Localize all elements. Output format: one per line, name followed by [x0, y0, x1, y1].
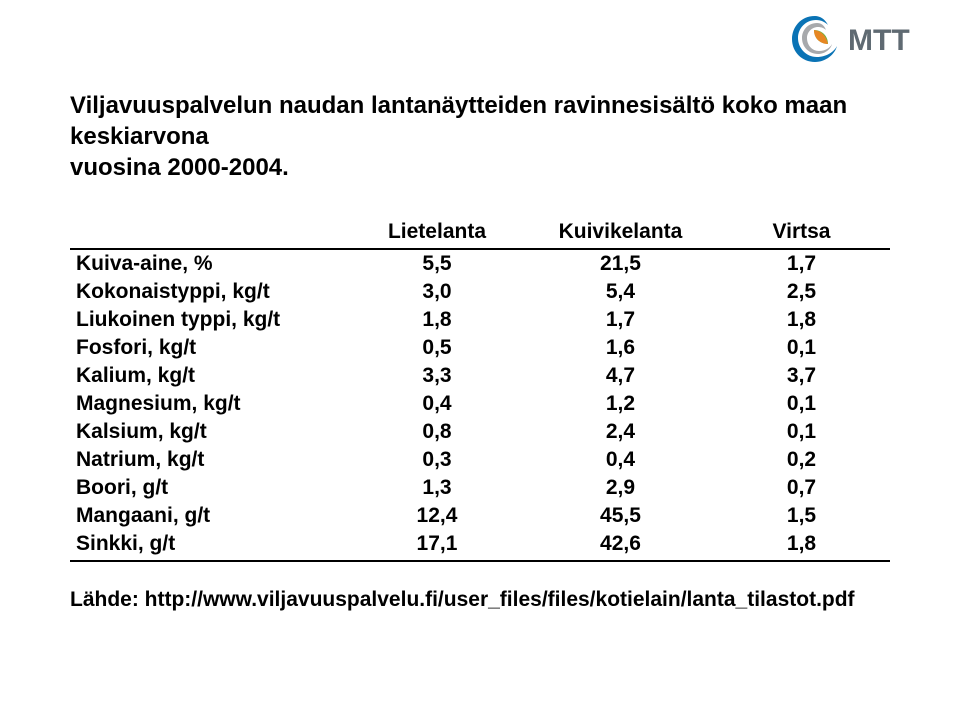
row-value-3: 3,7 — [713, 362, 890, 390]
row-value-2: 4,7 — [528, 362, 713, 390]
row-value-3: 0,7 — [713, 474, 890, 502]
title-line-1: Viljavuuspalvelun naudan lantanäytteiden… — [70, 92, 847, 150]
row-value-1: 17,1 — [346, 530, 528, 561]
col-lietelanta: Lietelanta — [346, 218, 528, 249]
row-value-1: 1,8 — [346, 306, 528, 334]
row-label: Boori, g/t — [70, 474, 346, 502]
table-row: Magnesium, kg/t0,41,20,1 — [70, 390, 890, 418]
row-value-1: 0,5 — [346, 334, 528, 362]
title-line-2: vuosina 2000-2004. — [70, 154, 289, 181]
table-row: Kuiva-aine, %5,521,51,7 — [70, 249, 890, 278]
mtt-logo: MTT — [788, 12, 938, 71]
table-row: Liukoinen typpi, kg/t1,81,71,8 — [70, 306, 890, 334]
row-value-2: 5,4 — [528, 278, 713, 306]
logo-text: MTT — [848, 24, 910, 57]
row-label: Mangaani, g/t — [70, 502, 346, 530]
row-label: Kokonaistyppi, kg/t — [70, 278, 346, 306]
row-value-2: 2,4 — [528, 418, 713, 446]
table-row: Kalium, kg/t3,34,73,7 — [70, 362, 890, 390]
row-label: Sinkki, g/t — [70, 530, 346, 561]
row-value-1: 0,4 — [346, 390, 528, 418]
row-label: Natrium, kg/t — [70, 446, 346, 474]
table-row: Kokonaistyppi, kg/t3,05,42,5 — [70, 278, 890, 306]
row-value-3: 0,1 — [713, 418, 890, 446]
table-row: Sinkki, g/t17,142,61,8 — [70, 530, 890, 561]
row-label: Kalium, kg/t — [70, 362, 346, 390]
table-row: Boori, g/t1,32,90,7 — [70, 474, 890, 502]
table-header-row: Lietelanta Kuivikelanta Virtsa — [70, 218, 890, 249]
row-value-1: 1,3 — [346, 474, 528, 502]
row-value-1: 5,5 — [346, 249, 528, 278]
table-row: Fosfori, kg/t0,51,60,1 — [70, 334, 890, 362]
row-value-2: 1,2 — [528, 390, 713, 418]
slide-title: Viljavuuspalvelun naudan lantanäytteiden… — [70, 90, 890, 184]
row-value-3: 1,7 — [713, 249, 890, 278]
logo-swirl-blue — [792, 16, 837, 62]
row-label: Kuiva-aine, % — [70, 249, 346, 278]
row-value-3: 1,8 — [713, 306, 890, 334]
col-kuivikelanta: Kuivikelanta — [528, 218, 713, 249]
row-label: Magnesium, kg/t — [70, 390, 346, 418]
row-label: Fosfori, kg/t — [70, 334, 346, 362]
row-value-1: 0,3 — [346, 446, 528, 474]
row-label: Kalsium, kg/t — [70, 418, 346, 446]
row-value-3: 1,5 — [713, 502, 890, 530]
source-text: Lähde: http://www.viljavuuspalvelu.fi/us… — [70, 588, 890, 612]
row-value-3: 0,1 — [713, 334, 890, 362]
row-value-2: 1,6 — [528, 334, 713, 362]
row-value-1: 3,0 — [346, 278, 528, 306]
row-value-2: 45,5 — [528, 502, 713, 530]
row-value-2: 0,4 — [528, 446, 713, 474]
table-body: Kuiva-aine, %5,521,51,7Kokonaistyppi, kg… — [70, 249, 890, 561]
row-value-2: 42,6 — [528, 530, 713, 561]
table-row: Mangaani, g/t12,445,51,5 — [70, 502, 890, 530]
row-label: Liukoinen typpi, kg/t — [70, 306, 346, 334]
row-value-1: 12,4 — [346, 502, 528, 530]
col-label — [70, 218, 346, 249]
col-virtsa: Virtsa — [713, 218, 890, 249]
row-value-3: 1,8 — [713, 530, 890, 561]
row-value-3: 0,2 — [713, 446, 890, 474]
table-row: Natrium, kg/t0,30,40,2 — [70, 446, 890, 474]
row-value-3: 0,1 — [713, 390, 890, 418]
row-value-1: 3,3 — [346, 362, 528, 390]
row-value-3: 2,5 — [713, 278, 890, 306]
row-value-1: 0,8 — [346, 418, 528, 446]
nutrient-table: Lietelanta Kuivikelanta Virtsa Kuiva-ain… — [70, 218, 890, 562]
row-value-2: 2,9 — [528, 474, 713, 502]
row-value-2: 1,7 — [528, 306, 713, 334]
table-row: Kalsium, kg/t0,82,40,1 — [70, 418, 890, 446]
slide-content: Viljavuuspalvelun naudan lantanäytteiden… — [0, 0, 960, 612]
row-value-2: 21,5 — [528, 249, 713, 278]
